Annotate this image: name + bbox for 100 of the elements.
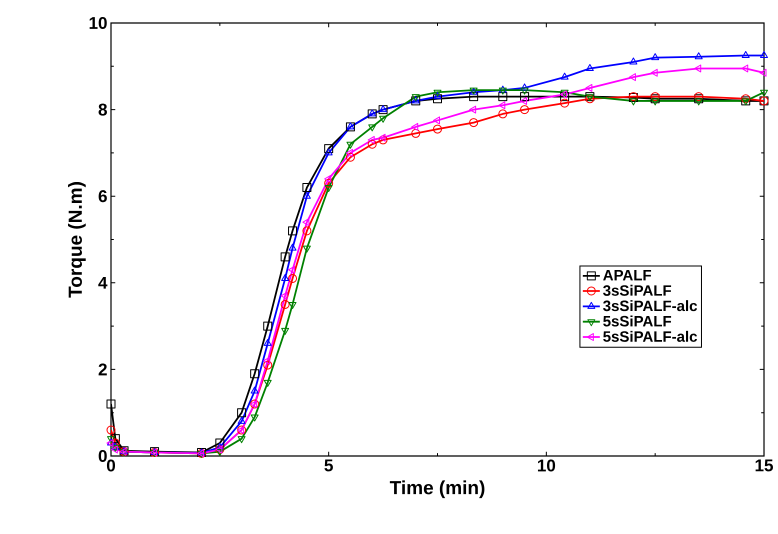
point bbox=[368, 124, 376, 132]
point bbox=[498, 92, 508, 102]
point bbox=[302, 226, 312, 236]
point bbox=[469, 106, 476, 114]
point bbox=[520, 83, 529, 90]
point bbox=[280, 300, 290, 309]
point bbox=[760, 90, 768, 97]
point bbox=[629, 57, 638, 64]
point bbox=[560, 72, 569, 80]
point bbox=[760, 68, 767, 77]
point bbox=[433, 94, 442, 104]
point bbox=[368, 136, 375, 144]
x-tick-label: 0 bbox=[106, 460, 116, 472]
point bbox=[741, 64, 748, 72]
point bbox=[302, 246, 311, 253]
x-tick-label: 5 bbox=[324, 460, 333, 472]
point bbox=[302, 192, 311, 199]
point bbox=[238, 416, 246, 424]
point bbox=[520, 92, 530, 102]
point bbox=[281, 274, 290, 281]
point bbox=[434, 90, 442, 97]
point bbox=[560, 92, 570, 102]
legend-label: 5sSiPALF-alc bbox=[603, 330, 698, 342]
y-tick-label: 2 bbox=[98, 363, 107, 376]
point bbox=[288, 274, 298, 283]
point bbox=[324, 185, 333, 192]
point bbox=[520, 105, 530, 114]
point bbox=[411, 128, 420, 138]
point bbox=[469, 92, 478, 102]
y-tick-label: 10 bbox=[90, 16, 107, 30]
point bbox=[264, 380, 272, 387]
point bbox=[560, 98, 570, 108]
point bbox=[324, 144, 334, 154]
point bbox=[498, 101, 506, 110]
point bbox=[694, 98, 703, 106]
x-tick-label: 15 bbox=[756, 460, 773, 472]
point bbox=[264, 338, 272, 346]
point bbox=[368, 140, 377, 149]
point bbox=[434, 92, 442, 100]
point bbox=[216, 449, 224, 456]
legend-label: 5sSiPALF bbox=[603, 316, 672, 327]
point bbox=[263, 356, 270, 365]
point bbox=[288, 266, 296, 274]
point bbox=[378, 134, 386, 142]
point bbox=[628, 73, 636, 82]
point bbox=[288, 226, 298, 236]
point bbox=[250, 386, 259, 394]
point bbox=[250, 369, 260, 378]
point bbox=[694, 64, 702, 72]
point bbox=[288, 302, 296, 309]
point bbox=[263, 322, 272, 331]
point bbox=[106, 400, 116, 409]
point bbox=[650, 68, 658, 77]
point bbox=[433, 124, 442, 134]
point bbox=[288, 244, 296, 251]
y-tick-label: 0 bbox=[98, 450, 107, 462]
point bbox=[651, 53, 660, 60]
point bbox=[324, 178, 334, 188]
point bbox=[346, 148, 353, 157]
y-tick-label: 6 bbox=[98, 190, 107, 202]
y-tick-label: 4 bbox=[98, 276, 108, 289]
point bbox=[110, 434, 120, 444]
point bbox=[760, 50, 768, 58]
point bbox=[107, 436, 115, 444]
x-axis-title: Time (min) bbox=[390, 480, 484, 498]
point bbox=[433, 116, 440, 124]
point bbox=[694, 52, 703, 60]
y-axis-title: Torque (N.m) bbox=[68, 182, 86, 298]
point bbox=[324, 174, 332, 183]
point bbox=[238, 436, 246, 444]
point bbox=[742, 50, 750, 58]
point bbox=[280, 252, 290, 262]
point bbox=[586, 64, 594, 71]
point bbox=[629, 98, 638, 106]
point bbox=[237, 408, 246, 418]
point bbox=[469, 118, 478, 128]
point bbox=[215, 438, 224, 448]
point bbox=[411, 122, 418, 131]
point bbox=[302, 183, 312, 192]
legend-label: 3sSiPALF bbox=[603, 284, 672, 296]
point bbox=[379, 116, 388, 123]
point bbox=[302, 218, 310, 226]
point bbox=[280, 292, 288, 300]
legend-label: 3sSiPALF-alc bbox=[603, 300, 698, 312]
point bbox=[498, 109, 508, 118]
point bbox=[250, 414, 259, 422]
point bbox=[346, 142, 354, 149]
point bbox=[106, 426, 116, 435]
point bbox=[378, 135, 388, 144]
point bbox=[281, 328, 290, 335]
point bbox=[520, 88, 529, 95]
point bbox=[651, 98, 660, 106]
x-tick-label: 10 bbox=[538, 460, 556, 472]
point bbox=[585, 84, 592, 92]
y-tick-label: 8 bbox=[98, 104, 107, 116]
point bbox=[520, 96, 528, 105]
point bbox=[324, 148, 333, 156]
point bbox=[263, 360, 272, 370]
legend-label: APALF bbox=[603, 270, 652, 280]
point bbox=[346, 152, 355, 162]
